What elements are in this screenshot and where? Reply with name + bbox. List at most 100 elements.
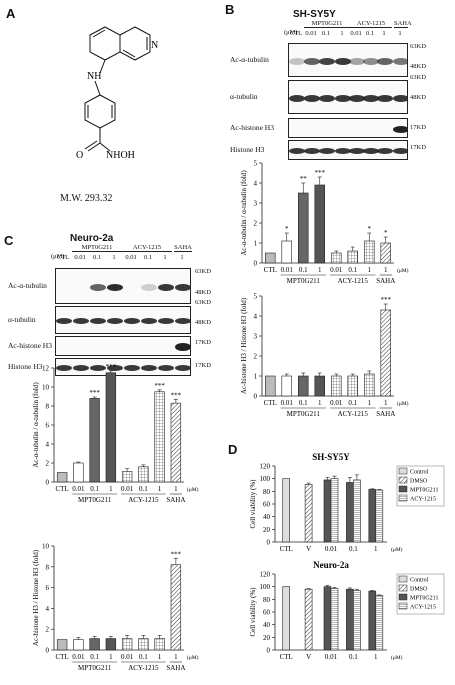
band [141,283,157,291]
x-tick-label: 1 [109,653,113,661]
band [335,94,351,102]
y-tick-label: 40 [263,513,271,521]
band [141,318,157,324]
group-label: MPT0G211 [287,277,321,285]
group-label: MPT0G211 [78,496,112,504]
bar [346,482,354,543]
x-tick-label: 1 [318,399,322,407]
band [289,94,305,102]
o-label: O [76,150,83,161]
legend-label: Control [410,578,429,584]
band [304,148,320,154]
x-tick-label: CTL [280,653,293,661]
group-label-1: ACY-1215 [356,20,386,27]
group-label: MPT0G211 [287,410,321,418]
bar [297,192,309,264]
bar [138,638,149,651]
group-underline-1 [350,27,392,28]
panel-letter-d: D [228,442,238,457]
bar [353,479,361,543]
bar [330,588,339,651]
bar [314,375,325,397]
x-tick-label: CTL [264,266,277,274]
y-tick-label: 0 [254,393,258,401]
x-tick-label: 0.01 [281,266,294,274]
y-tick-label: 10 [42,384,50,392]
band [349,94,365,102]
band [107,283,123,291]
kd-label-5: 17KD [410,144,426,151]
bar [330,478,339,543]
lane-label-5: 0.1 [143,254,153,261]
bar [368,590,377,651]
significance-label: ** [300,175,308,183]
group-label: SAHA [376,410,395,418]
x-tick-label: CTL [56,653,69,661]
bar [363,240,375,264]
y-axis-label: Cell viability (%) [249,479,257,529]
y-tick-label: 1 [254,373,258,381]
band [107,365,123,371]
legend-swatch [398,575,408,583]
bar [330,375,342,397]
band [141,365,157,371]
lane-label-7: 1 [180,254,184,261]
x-tick-label: 0.1 [299,399,308,407]
band [289,148,305,154]
legend-swatch [398,584,408,592]
bar [281,240,292,264]
bar [170,564,182,651]
group-label-0: MPT0G211 [311,20,343,27]
blot-label-3: Histone H3 [230,145,265,154]
y-tick-label: 4 [46,441,50,449]
band [90,283,106,291]
x-tick-label: 0.1 [139,653,148,661]
x-tick-label: V [306,545,311,553]
y-tick-label: 0 [267,647,271,655]
x-tick-label: 0.01 [325,653,338,661]
blot-2 [55,336,191,356]
y-tick-label: 60 [263,501,271,509]
x-tick-label: 0.01 [330,266,343,274]
x-tick-label: 1 [158,485,162,493]
lane-label-0: CTL [56,254,70,261]
band [377,148,393,154]
bar [330,252,342,264]
bar [347,250,358,264]
x-tick-label: 0.01 [121,653,134,661]
x-tick-label: 1 [384,399,388,407]
blot-1 [288,80,408,114]
chart-title: Neuro-2a [313,560,349,570]
band [304,57,320,65]
nhoh-label: NHOH [106,150,135,161]
x-tick-label: 0.1 [348,399,357,407]
group-underline-0 [304,27,350,28]
band [175,318,190,324]
panel-letter-a: A [6,6,16,21]
y-tick-label: 40 [263,621,271,629]
group-label: SAHA [166,664,185,672]
x-tick-label: 0.01 [72,653,85,661]
y-tick-label: 20 [263,526,271,534]
lane-label-1: 0.01 [74,254,86,261]
band [90,318,106,324]
band [363,57,379,65]
band [175,283,190,291]
y-tick-label: 4 [254,180,258,188]
blot-3 [55,358,191,376]
x-tick-label: 1 [368,266,372,274]
band [363,148,379,154]
significance-label: *** [106,363,117,371]
bar [105,638,117,651]
x-tick-label: 0.01 [121,485,134,493]
panel-b-title: SH-SY5Y [293,9,336,20]
blot-0 [55,268,191,304]
bar [56,472,68,483]
y-tick-label: 4 [46,605,50,613]
legend-label: ACY-1215 [410,497,436,503]
significance-label: * [285,225,289,233]
blot-label-0: Ac-α-tubulin [230,55,269,64]
x-tick-label: 0.1 [299,266,308,274]
bar [154,638,165,651]
band [304,94,320,102]
